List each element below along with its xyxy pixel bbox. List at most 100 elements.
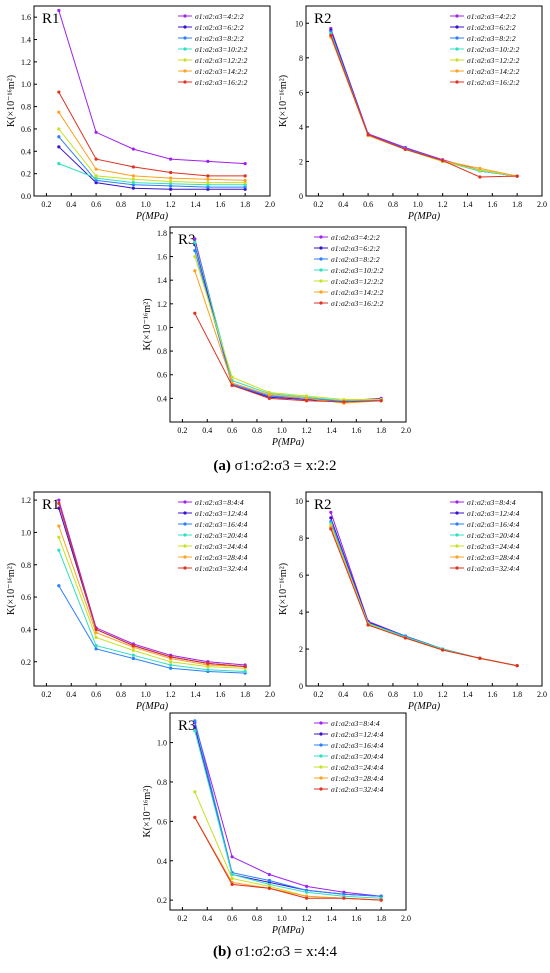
data-point	[169, 182, 173, 186]
data-point	[230, 855, 234, 859]
series-line	[58, 499, 246, 666]
data-point	[169, 660, 173, 664]
caption-b: (b) σ1:σ2:σ3 = x:4:4	[0, 944, 550, 961]
data-point	[57, 8, 61, 13]
data-point	[57, 135, 61, 139]
data-point	[206, 668, 210, 672]
legend-entry: σ1:σ2:σ3=14:2:2	[467, 67, 520, 76]
legend-entry: σ1:σ2:σ3=28:4:4	[195, 553, 248, 562]
y-tick-label: 4	[299, 608, 303, 617]
x-tick-label: 0.8	[388, 200, 398, 209]
data-point	[206, 661, 210, 665]
x-tick-label: 0.4	[66, 690, 76, 699]
x-tick-label: 0.4	[338, 690, 348, 699]
series-line	[194, 817, 382, 901]
legend-marker	[319, 754, 323, 758]
data-point	[193, 729, 197, 733]
chart-a-r3: 0.2 0.4 0.6 0.8 1.0 1.2 1.4 1.6 1.8 2.0 0.4 0.6 0.8 1…	[142, 226, 411, 448]
data-point	[441, 158, 445, 163]
y-tick-label: 8	[299, 54, 303, 63]
legend-entry: σ1:σ2:σ3=8:2:2	[331, 255, 380, 264]
legend-marker	[319, 279, 323, 283]
x-tick-label: 1.2	[438, 200, 448, 209]
legend-entry: σ1:σ2:σ3=16:4:4	[195, 520, 248, 529]
x-axis-label: P(MPa)	[135, 701, 169, 712]
x-tick-label: 0.2	[313, 690, 323, 699]
data-point	[94, 178, 98, 182]
x-tick-label: 1.4	[190, 200, 200, 209]
y-tick-label: 0	[299, 682, 303, 691]
chart-b-r3: 0.2 0.4 0.6 0.8 1.0 1.2 1.4 1.6 1.8 2.0 0.2 0.4 0.6 0…	[142, 712, 411, 936]
series-line	[58, 111, 246, 181]
x-tick-label: 0.4	[202, 426, 212, 435]
legend-entry: σ1:σ2:σ3=8:4:4	[195, 498, 244, 507]
data-point	[57, 535, 61, 539]
x-tick-label: 1.2	[302, 426, 312, 435]
plot-frame	[33, 491, 271, 687]
data-point	[478, 175, 482, 179]
legend-entry: σ1:σ2:σ3=32:4:4	[195, 564, 248, 573]
legend-marker	[319, 257, 323, 261]
y-tick-label: 1.2	[21, 496, 31, 505]
series-line	[194, 791, 382, 901]
x-tick-label: 2.0	[401, 914, 411, 923]
legend-entry: σ1:σ2:σ3=8:4:4	[331, 719, 380, 728]
legend-entry: σ1:σ2:σ3=24:4:4	[195, 542, 248, 551]
legend-marker	[319, 787, 323, 791]
data-point	[305, 890, 309, 894]
data-point	[329, 527, 333, 531]
data-point	[193, 254, 197, 259]
y-tick-label: 0.2	[21, 658, 31, 667]
caption-b-label: (b)	[213, 944, 232, 960]
data-point	[267, 390, 271, 395]
y-axis-label: K(×10⁻¹⁶m²)	[278, 563, 289, 615]
y-tick-label: 1.4	[157, 276, 167, 285]
x-tick-label: 0.8	[252, 914, 262, 923]
legend-marker	[455, 533, 459, 537]
data-point	[267, 872, 271, 877]
data-point	[131, 180, 135, 185]
y-axis-label: K(×10⁻¹⁶m²)	[142, 785, 153, 837]
legend-marker	[319, 765, 323, 769]
data-point	[169, 666, 173, 670]
x-axis-label: P(MPa)	[271, 925, 305, 936]
data-point	[94, 635, 98, 640]
data-point	[193, 790, 197, 794]
data-point	[131, 174, 135, 178]
data-point	[305, 399, 309, 403]
legend-marker	[183, 47, 187, 51]
legend-marker	[319, 743, 323, 747]
data-point	[169, 663, 173, 667]
legend-marker	[183, 36, 187, 40]
data-point	[94, 627, 98, 632]
legend-marker	[455, 25, 459, 29]
data-point	[342, 896, 346, 900]
legend-entry: σ1:σ2:σ3=12:2:2	[195, 56, 248, 65]
data-point	[206, 159, 210, 163]
legend-entry: σ1:σ2:σ3=16:4:4	[467, 520, 520, 529]
legend-marker	[319, 268, 323, 272]
y-tick-label: 0.8	[157, 778, 167, 787]
y-axis-label: K(×10⁻¹⁶m²)	[142, 298, 153, 350]
y-tick-label: 0	[299, 192, 303, 201]
data-point	[230, 872, 234, 877]
legend-entry: σ1:σ2:σ3=16:2:2	[195, 78, 248, 87]
legend-marker	[319, 776, 323, 780]
plot-frame	[33, 5, 271, 197]
x-tick-label: 0.4	[202, 914, 212, 923]
x-tick-label: 1.4	[326, 426, 336, 435]
data-point	[243, 183, 247, 187]
x-tick-label: 1.0	[413, 200, 423, 209]
series-line	[58, 585, 246, 674]
data-point	[193, 311, 197, 315]
panel-title: R3	[178, 232, 196, 248]
legend-entry: σ1:σ2:σ3=8:2:2	[467, 34, 516, 43]
legend-entry: σ1:σ2:σ3=16:2:2	[467, 78, 520, 87]
legend-entry: σ1:σ2:σ3=32:4:4	[467, 564, 520, 573]
data-point	[131, 186, 135, 190]
data-point	[243, 665, 247, 669]
panel-title: R2	[314, 11, 332, 27]
series-line	[194, 270, 382, 404]
legend-marker	[183, 555, 187, 559]
data-point	[169, 184, 173, 188]
